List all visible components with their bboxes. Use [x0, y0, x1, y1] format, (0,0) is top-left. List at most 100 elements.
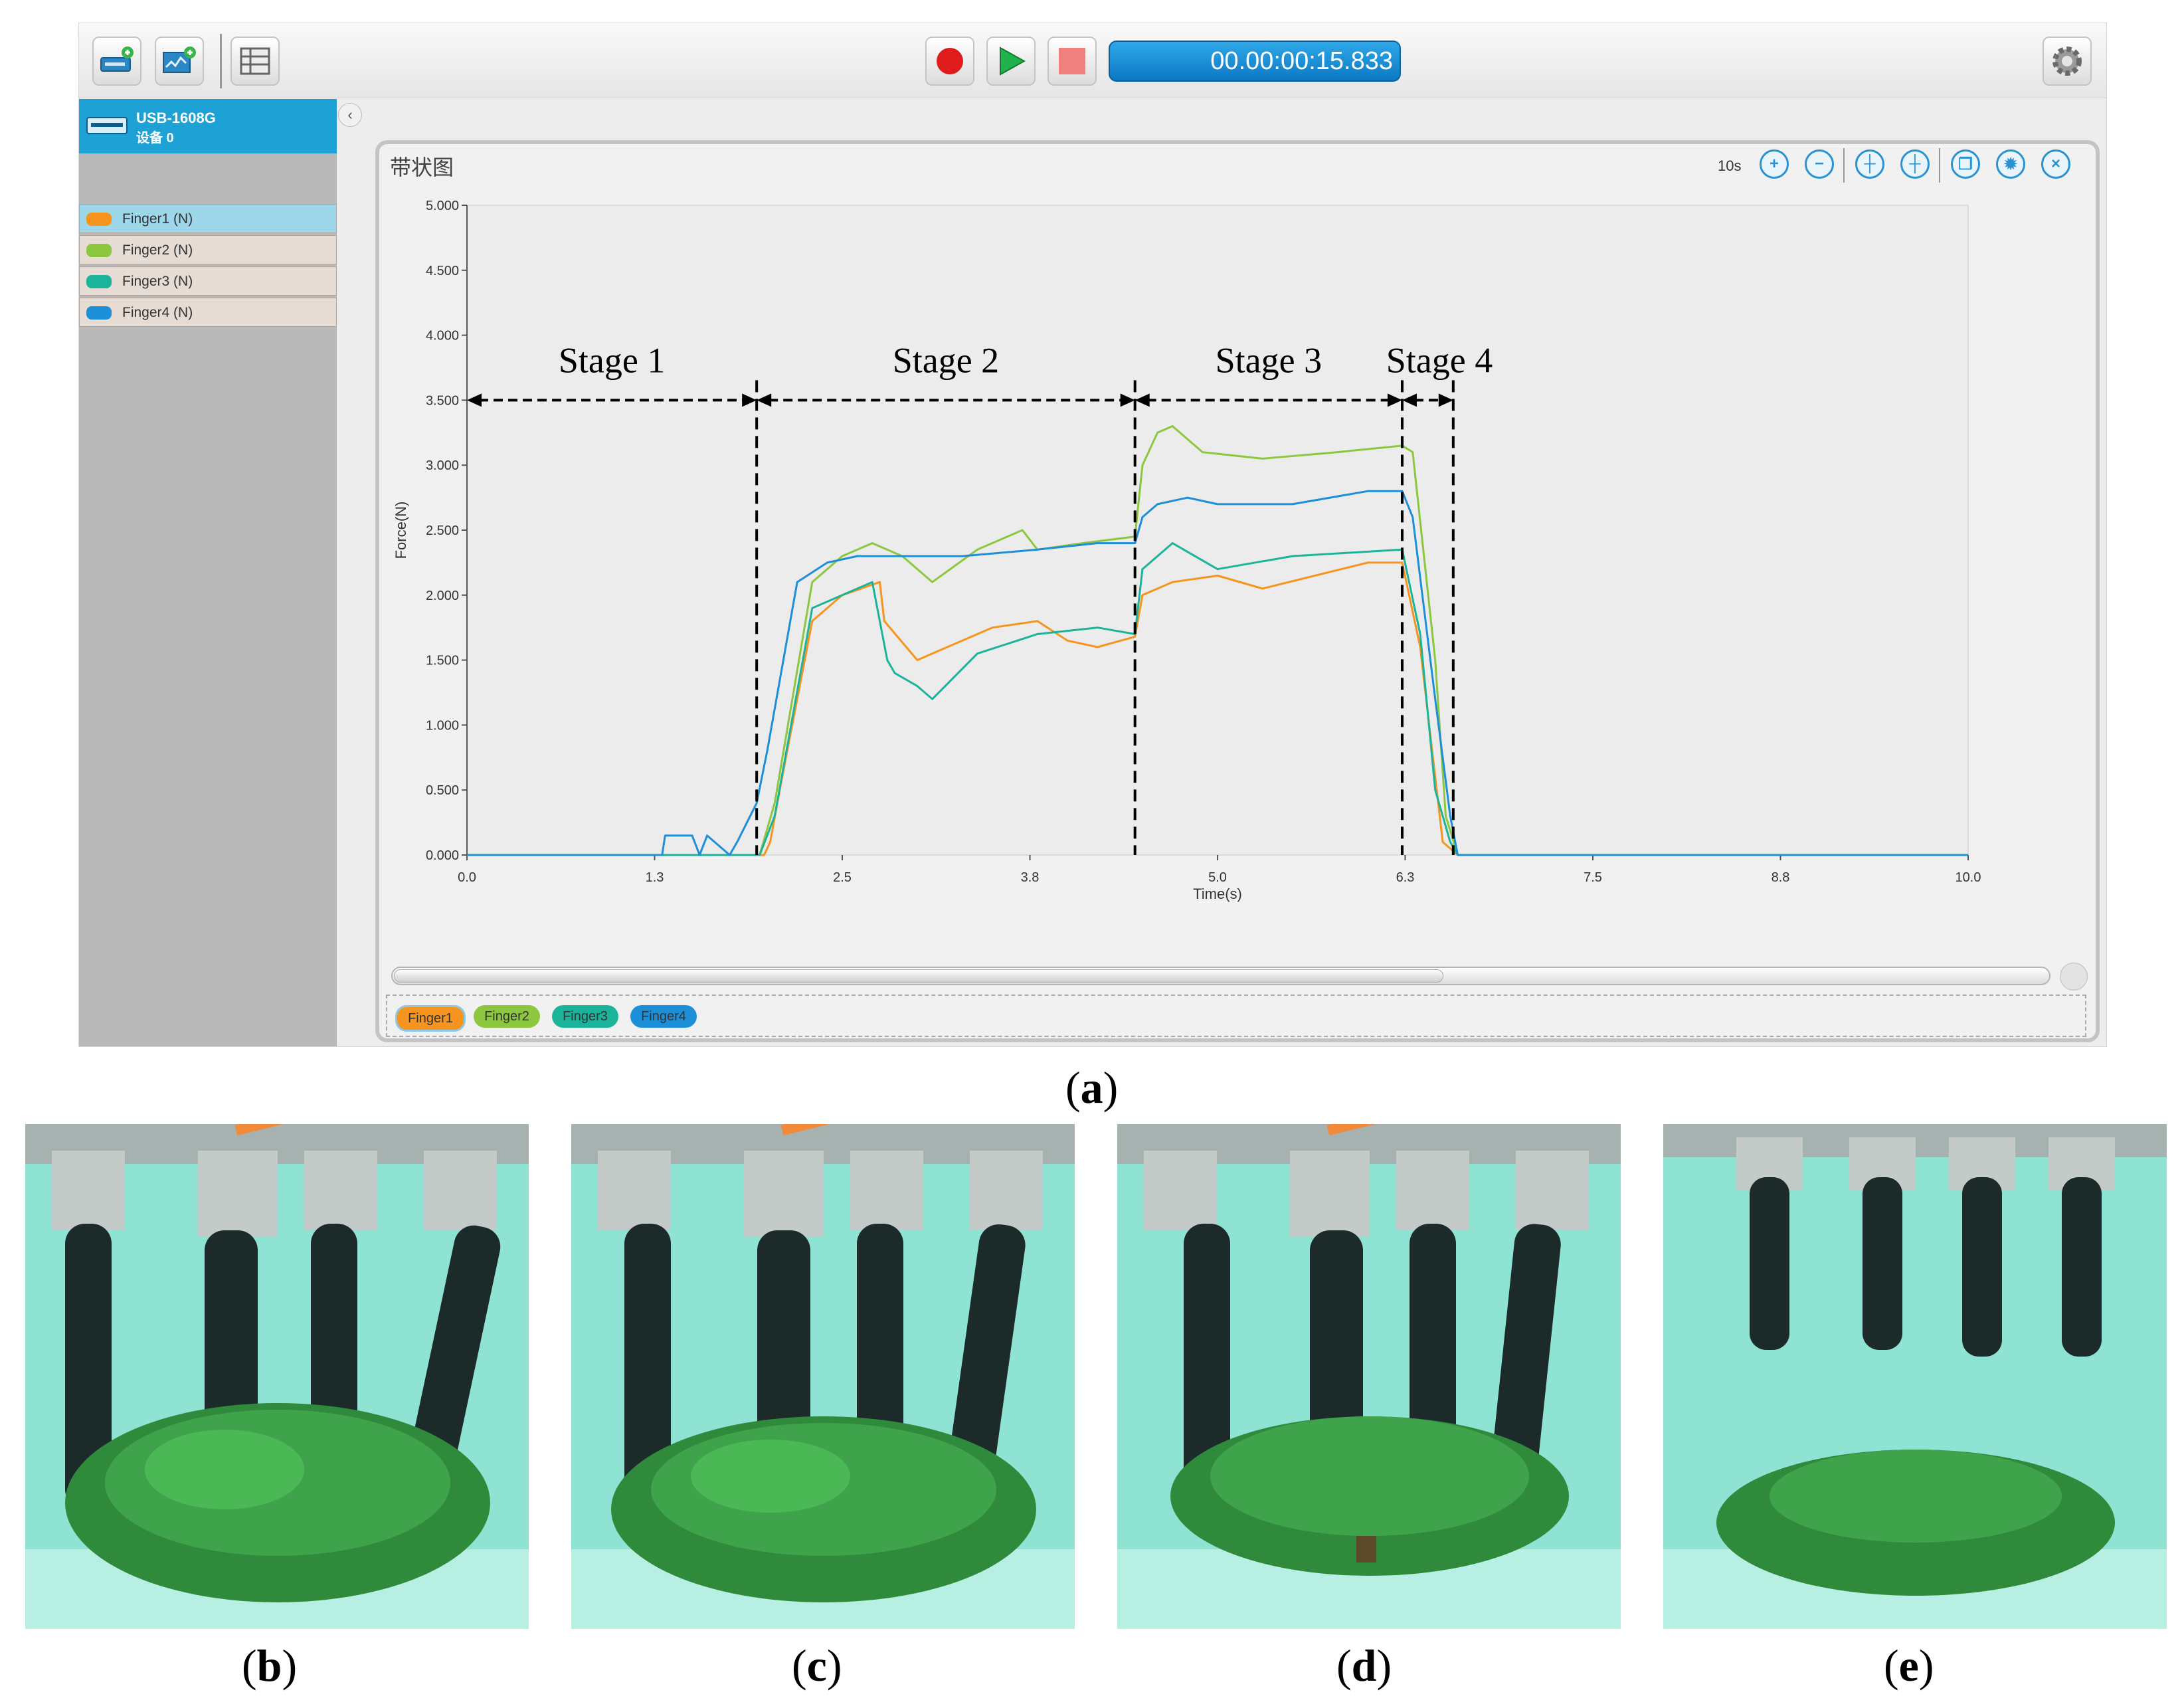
- series-line-finger4: [467, 490, 1968, 856]
- channel-label: Finger3 (N): [122, 274, 193, 289]
- channel-sidebar: USB-1608G 设备 0 Finger1 (N) Finger2 (N) F…: [79, 99, 337, 1046]
- channel-item-finger3[interactable]: Finger3 (N): [79, 266, 337, 296]
- x-tick-label: 6.3: [1396, 870, 1415, 885]
- gear-icon: ✹: [2003, 155, 2018, 173]
- channel-item-finger1[interactable]: Finger1 (N): [79, 204, 337, 233]
- zoom-out-icon: −: [1814, 155, 1824, 173]
- chart-settings-button[interactable]: ✹: [1996, 149, 2025, 179]
- lock-scroll-button[interactable]: [2060, 963, 2088, 991]
- caption-c: (c): [792, 1640, 842, 1691]
- close-panel-button[interactable]: ×: [2041, 149, 2070, 179]
- plot-area: [466, 205, 1969, 856]
- cursor-a-button[interactable]: ┼: [1855, 149, 1884, 179]
- y-tick-label: 3.000: [426, 458, 459, 473]
- collapse-sidebar-button[interactable]: ‹: [338, 103, 362, 127]
- add-display-icon: [163, 47, 196, 73]
- y-tick-label: 2.000: [426, 589, 459, 603]
- add-display-button[interactable]: [155, 37, 204, 86]
- elapsed-timer: 00.00:00:15.833: [1109, 41, 1401, 82]
- close-icon: ×: [2050, 155, 2060, 173]
- channel-item-finger2[interactable]: Finger2 (N): [79, 235, 337, 264]
- x-tick-label: 0.0: [458, 870, 476, 885]
- x-tick-label: 10.0: [1956, 870, 1981, 885]
- stage-arrowhead-left: [1402, 393, 1417, 407]
- x-tick-label: 7.5: [1584, 870, 1602, 885]
- stage-arrowhead-right: [742, 393, 757, 407]
- caption-d: (d): [1336, 1640, 1392, 1691]
- x-axis-label: Time(s): [1193, 886, 1242, 902]
- stage-label: Stage 1: [559, 340, 665, 380]
- caption-b: (b): [242, 1640, 298, 1691]
- channel-label: Finger1 (N): [122, 211, 193, 227]
- series-line-finger1: [467, 561, 1968, 856]
- settings-button[interactable]: [2043, 37, 2092, 86]
- cursor-b-button[interactable]: ┼: [1900, 149, 1930, 179]
- x-tick-label: 5.0: [1208, 870, 1227, 885]
- y-tick-label: 4.500: [426, 264, 459, 278]
- legend-item-finger4[interactable]: Finger4: [630, 1005, 697, 1028]
- add-device-icon: [100, 47, 134, 72]
- y-tick-label: 1.500: [426, 654, 459, 668]
- y-tick-label: 4.000: [426, 329, 459, 343]
- y-tick-label: 0.500: [426, 783, 459, 798]
- chart-scrollbar[interactable]: [391, 967, 2050, 985]
- channel-color-swatch: [86, 244, 112, 257]
- stage-arrowhead-right: [1120, 393, 1135, 407]
- device-subtitle: 设备 0: [136, 131, 174, 145]
- legend-item-finger3[interactable]: Finger3: [552, 1005, 618, 1028]
- panel-title: 带状图: [390, 155, 454, 179]
- x-tick-label: 2.5: [833, 870, 852, 885]
- zoom-in-button[interactable]: +: [1760, 149, 1789, 179]
- y-tick-label: 0.000: [426, 848, 459, 863]
- channel-color-swatch: [86, 275, 112, 288]
- stage-label: Stage 2: [893, 340, 999, 380]
- record-icon: [937, 48, 963, 74]
- zoom-in-icon: +: [1769, 155, 1779, 173]
- toolbar: 00.00:00:15.833: [79, 23, 2106, 98]
- toolbar-separator: [220, 34, 222, 88]
- zoom-out-button[interactable]: −: [1805, 149, 1834, 179]
- chevron-left-icon: ‹: [347, 106, 353, 123]
- stage-arrowhead-right: [1438, 393, 1453, 407]
- photo-gripper-stage-3: [1117, 1124, 1621, 1629]
- stage-arrowhead-right: [1387, 393, 1402, 407]
- daq-window: 00.00:00:15.833 USB-1608G 设备 0 Finger1 (…: [78, 23, 2107, 1047]
- copy-button[interactable]: ❐: [1951, 149, 1980, 179]
- y-tick-label: 5.000: [426, 199, 459, 213]
- legend-item-finger1[interactable]: Finger1: [395, 1005, 466, 1032]
- y-tick-label: 1.000: [426, 718, 459, 733]
- chart-legend: Finger1 Finger2 Finger3 Finger4: [386, 995, 2086, 1037]
- device-header[interactable]: USB-1608G 设备 0: [79, 99, 337, 153]
- photo-gripper-stage-1: [25, 1124, 529, 1629]
- stage-label: Stage 4: [1386, 340, 1493, 380]
- caption-a: (a): [1065, 1062, 1119, 1113]
- photo-gripper-stage-4: [1663, 1124, 2167, 1629]
- stage-arrowhead-left: [757, 393, 772, 407]
- record-button[interactable]: [925, 37, 974, 86]
- stop-icon: [1059, 48, 1085, 74]
- play-icon: [1000, 47, 1026, 76]
- x-tick-label: 8.8: [1772, 870, 1790, 885]
- strip-chart-panel: 带状图 10s + − ┼ ┼ ❐ ✹ × 0.000 0.500 1.000 1.5…: [375, 140, 2100, 1042]
- channel-color-swatch: [86, 213, 112, 226]
- cursor-a-icon: ┼: [1864, 155, 1876, 173]
- play-button[interactable]: [986, 37, 1036, 86]
- photo-gripper-stage-2: [571, 1124, 1075, 1629]
- stage-label: Stage 3: [1216, 340, 1322, 380]
- device-name: USB-1608G: [136, 110, 216, 126]
- zoom-level: 10s: [1718, 157, 1742, 174]
- channel-label: Finger2 (N): [122, 242, 193, 258]
- series-line-finger3: [467, 542, 1968, 856]
- layout-button[interactable]: [230, 37, 280, 86]
- stop-button[interactable]: [1047, 37, 1097, 86]
- channel-item-finger4[interactable]: Finger4 (N): [79, 298, 337, 327]
- stage-arrowhead-left: [1135, 393, 1150, 407]
- channel-label: Finger4 (N): [122, 305, 193, 320]
- chart-scrollbar-thumb[interactable]: [394, 969, 1443, 983]
- force-chart: 0.000 0.500 1.000 1.500 2.000 2.500 3.000 3.500…: [393, 199, 1981, 902]
- panel-toolbar-separator: [1939, 148, 1940, 183]
- channel-color-swatch: [86, 306, 112, 320]
- add-device-button[interactable]: [92, 37, 141, 86]
- legend-item-finger2[interactable]: Finger2: [474, 1005, 540, 1028]
- caption-e: (e): [1884, 1640, 1934, 1691]
